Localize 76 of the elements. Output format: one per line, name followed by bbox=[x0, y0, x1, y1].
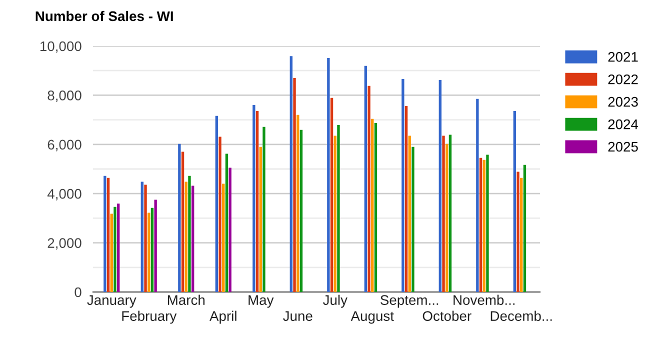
x-tick-label: April bbox=[210, 310, 236, 324]
bar bbox=[106, 178, 110, 292]
legend-label: 2021 bbox=[608, 52, 638, 62]
bar bbox=[476, 98, 479, 292]
legend-label: 2025 bbox=[608, 142, 638, 152]
bar bbox=[337, 124, 340, 292]
y-tick-label: 0 bbox=[74, 287, 82, 298]
bar bbox=[296, 114, 300, 292]
bar bbox=[150, 208, 154, 292]
bar bbox=[364, 66, 368, 292]
bar bbox=[402, 78, 404, 292]
bar bbox=[181, 152, 184, 292]
bar bbox=[293, 78, 296, 292]
bar bbox=[140, 182, 144, 292]
x-tick-label: June bbox=[283, 311, 312, 321]
bar bbox=[334, 136, 336, 292]
bar bbox=[520, 178, 523, 292]
bar bbox=[408, 136, 411, 292]
bar bbox=[114, 206, 116, 292]
bar bbox=[110, 214, 113, 292]
bar bbox=[442, 136, 445, 292]
bar bbox=[184, 182, 188, 292]
bar bbox=[218, 136, 222, 292]
bar bbox=[144, 184, 147, 292]
bar bbox=[222, 184, 225, 292]
x-tick-label: October bbox=[422, 310, 472, 321]
bar bbox=[148, 212, 150, 292]
legend-label: 2024 bbox=[608, 119, 638, 130]
bar bbox=[300, 130, 303, 292]
chart-title: Number of Sales - WI bbox=[36, 10, 173, 22]
bar bbox=[191, 186, 194, 292]
bar bbox=[446, 144, 448, 292]
bar bbox=[482, 160, 486, 292]
x-tick-label: August bbox=[350, 311, 394, 324]
legend-label: 2022 bbox=[608, 74, 638, 84]
bar bbox=[252, 105, 256, 292]
bar bbox=[404, 106, 408, 292]
x-tick-label: January bbox=[87, 295, 136, 308]
bar bbox=[513, 110, 516, 292]
x-tick-label: March bbox=[168, 294, 205, 305]
bar bbox=[327, 58, 330, 292]
bar bbox=[154, 200, 157, 292]
bar bbox=[523, 164, 526, 292]
bar bbox=[438, 80, 442, 292]
y-tick-label: 2,000 bbox=[48, 238, 82, 250]
legend-label: 2023 bbox=[608, 96, 638, 107]
bar bbox=[412, 146, 414, 292]
bar bbox=[262, 126, 266, 292]
bar bbox=[368, 86, 370, 292]
bar bbox=[448, 134, 452, 292]
bar bbox=[290, 56, 293, 292]
bar bbox=[330, 98, 334, 292]
bar bbox=[104, 176, 106, 292]
y-tick-label: 10,000 bbox=[40, 41, 82, 53]
bar bbox=[479, 158, 482, 292]
bar bbox=[374, 123, 378, 292]
bar bbox=[256, 110, 259, 292]
bar bbox=[116, 204, 120, 292]
bar bbox=[228, 168, 232, 292]
x-tick-label: May bbox=[248, 295, 274, 308]
y-tick-label: 6,000 bbox=[48, 140, 82, 152]
x-tick-label: Decemb... bbox=[490, 310, 552, 321]
bar bbox=[259, 146, 262, 292]
bar bbox=[516, 172, 520, 292]
bar bbox=[371, 118, 374, 292]
x-tick-label: July bbox=[322, 294, 348, 308]
bar bbox=[188, 176, 191, 292]
x-tick-label: February bbox=[122, 310, 177, 324]
bar bbox=[178, 144, 181, 292]
bar bbox=[215, 116, 218, 292]
x-tick-label: Septem... bbox=[380, 295, 438, 308]
x-tick-label: Novemb... bbox=[454, 294, 515, 305]
y-tick-label: 8,000 bbox=[48, 90, 82, 102]
bar bbox=[486, 154, 489, 292]
bar bbox=[225, 154, 228, 292]
y-tick-label: 4,000 bbox=[47, 188, 82, 200]
